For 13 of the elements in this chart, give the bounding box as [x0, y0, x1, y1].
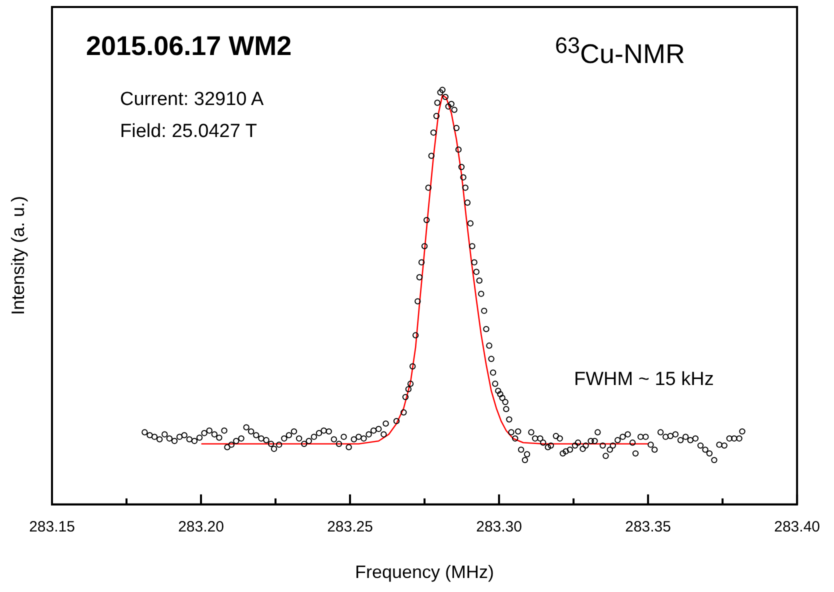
annotation: Field: 25.0427 T — [120, 121, 257, 143]
x-tick-label: 283.40 — [774, 518, 820, 536]
x-axis-title: Frequency (MHz) — [355, 562, 494, 582]
x-tick-label: 283.15 — [29, 518, 75, 536]
annotation: FWHM ~ 15 kHz — [574, 369, 714, 391]
x-tick-label: 283.30 — [476, 518, 522, 536]
annotation: Current: 32910 A — [120, 89, 264, 111]
y-axis-title: Intensity (a. u.) — [8, 196, 29, 316]
x-tick-label: 283.25 — [327, 518, 373, 536]
chart-title: 2015.06.17 WM2 — [86, 31, 292, 62]
text: $^{63}$Cu-NMR — [555, 33, 686, 70]
x-tick-label: 283.20 — [178, 518, 224, 536]
x-tick-label: 283.35 — [625, 518, 671, 536]
